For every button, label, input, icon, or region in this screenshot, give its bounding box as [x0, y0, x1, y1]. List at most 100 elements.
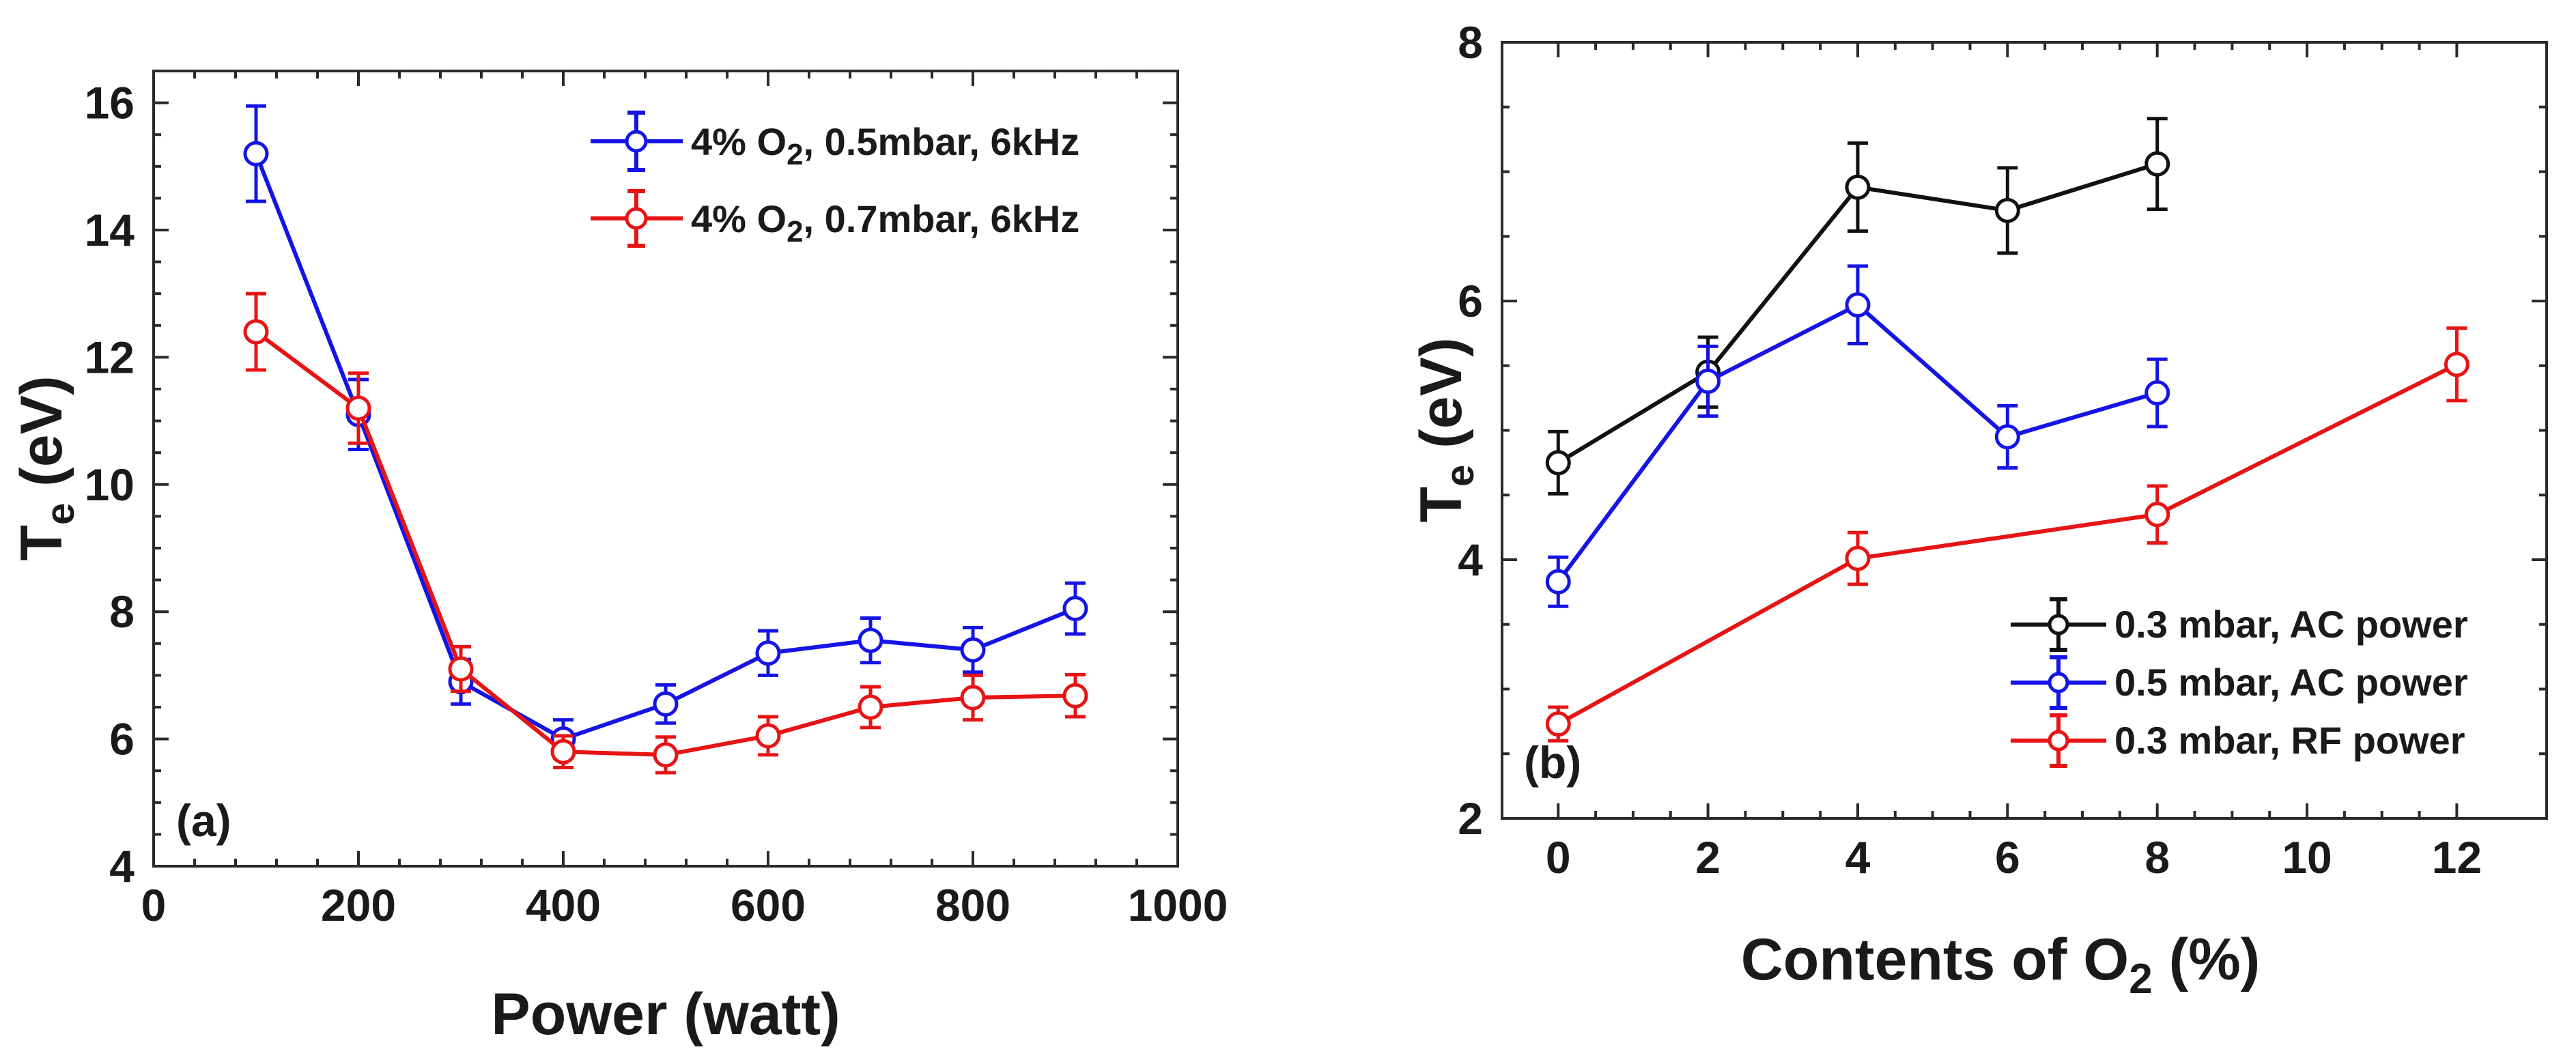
panel-a-y-tick-label: 12 [85, 332, 135, 382]
panel-b-x-tick-label: 6 [1995, 832, 2020, 883]
panel-a-legend-label-1-pre: 4% O [691, 120, 787, 163]
panel-b-x-tick-label: 2 [1695, 832, 1721, 883]
panel-b-data-point [2444, 352, 2469, 377]
panel-b-data-point [1994, 424, 2020, 450]
panel-a-legend-entry-1: 4% O2, 0.5mbar, 6kHz [591, 111, 1079, 172]
panel-a-series [243, 104, 1088, 775]
panel-b-series-1 [1545, 117, 2170, 496]
panel-b-data-point [1695, 368, 1721, 394]
panel-b-legend-entry-2: 0.5 mbar, AC power [2011, 655, 2468, 710]
panel-a-label: (a) [176, 795, 231, 846]
panel-a-legend-label-1-sub: 2 [787, 138, 803, 171]
panel-a-x-tick-label: 600 [731, 880, 806, 930]
panel-b-y-axis-title: Te (eV) [1409, 337, 1482, 522]
panel-b-data-point [1994, 197, 2020, 223]
panel-b-data-point [1845, 174, 1871, 200]
panel-b-data-point [2145, 151, 2170, 177]
panel-b-data-point [1545, 450, 1571, 476]
panel-a-legend-label-2-post: , 0.7mbar, 6kHz [804, 197, 1080, 240]
panel-b-y-tick-label: 4 [1458, 534, 1483, 585]
panel-a-y-tick-label: 10 [85, 459, 135, 510]
panel-b-legend-entry-1: 0.3 mbar, AC power [2011, 597, 2468, 652]
panel-b-x-tick-label: 10 [2282, 832, 2332, 883]
panel-a-data-point [858, 627, 883, 653]
panel-a-data-point [858, 694, 883, 720]
panel-b-x-tick-label: 8 [2145, 832, 2170, 883]
panel-b-data-point [1545, 711, 1571, 737]
panel-a-data-point [243, 319, 269, 345]
panel-a-y-tick-label: 8 [109, 586, 135, 637]
panel-b-data-point [1545, 569, 1571, 595]
panel-a-legend: 4% O2, 0.5mbar, 6kHz 4% O2, 0.7mbar, 6kH… [591, 111, 1079, 248]
panel-b-series-2 [1545, 264, 2170, 608]
panel-a-x-tick-label: 800 [935, 880, 1010, 930]
panel-a-data-point [653, 691, 679, 717]
panel-b-data-point [1845, 292, 1871, 318]
panel-b-legend-marker-1 [2048, 614, 2069, 635]
panel-a-plot-frame [152, 70, 1179, 868]
panel-b-x-axis-title-post: (%) [2153, 927, 2261, 992]
panel-b-y-tick-label: 2 [1458, 793, 1483, 844]
panel-a-legend-label-1: 4% O2, 0.5mbar, 6kHz [691, 120, 1079, 171]
panel-b-x-axis-title-pre: Contents of O [1741, 927, 2129, 992]
panel-a-y-tick-label: 16 [85, 78, 135, 128]
panel-b-legend-label-3: 0.3 mbar, RF power [2114, 719, 2465, 762]
panel-a-y-tick-label: 6 [109, 714, 135, 764]
panel-a-data-point [755, 640, 781, 666]
panel-b-legend-entry-3: 0.3 mbar, RF power [2011, 713, 2465, 768]
panel-b-y-axis-title-main: T [1409, 487, 1474, 523]
panel-a-y-axis-title-sub: e [38, 503, 83, 525]
panel-b-y-tick-label: 8 [1458, 17, 1483, 68]
panel-a-chart: 0 200 400 600 800 1000 4 6 8 10 12 14 16 Power (watt… [9, 70, 1228, 1047]
panel-b-data-point [2145, 380, 2170, 406]
panel-b-label: (b) [1524, 737, 1581, 788]
panel-b-data-point [1845, 545, 1871, 571]
panel-a-data-point [448, 656, 474, 682]
panel-a-legend-marker-2 [625, 207, 648, 230]
panel-a-legend-marker-1 [625, 130, 648, 153]
panel-a-ticks: 0 200 400 600 800 1000 4 6 8 10 12 14 16 [85, 71, 1228, 930]
panel-a-data-point [243, 141, 269, 167]
panel-a-data-point [755, 723, 781, 749]
panel-a-y-tick-label: 14 [85, 205, 135, 255]
panel-b-y-tick-label: 6 [1458, 276, 1483, 326]
panel-b-x-axis-title: Contents of O2 (%) [1741, 927, 2261, 1003]
panel-a-data-point [1062, 683, 1088, 709]
panel-a-legend-label-2: 4% O2, 0.7mbar, 6kHz [691, 197, 1079, 248]
panel-a-x-tick-label: 400 [526, 880, 601, 930]
panel-a-legend-label-1-post: , 0.5mbar, 6kHz [804, 120, 1080, 163]
panel-a-data-point [345, 395, 371, 421]
panel-a-x-tick-label: 200 [321, 880, 396, 930]
panel-b-series-3-line [1557, 362, 2458, 726]
panel-b-legend-marker-3 [2048, 730, 2069, 752]
panel-b-legend-label-1: 0.3 mbar, AC power [2114, 603, 2468, 646]
panel-a-x-tick-label: 0 [141, 880, 167, 930]
panel-a-y-axis-title-main: T [9, 525, 74, 561]
panel-b-x-tick-label: 4 [1845, 832, 1871, 883]
panel-b-y-axis-title-sub: e [1438, 465, 1482, 487]
panel-a-y-axis-title-unit: (eV) [9, 375, 74, 502]
panel-b-x-tick-label: 0 [1546, 832, 1571, 883]
panel-a-x-axis-title: Power (watt) [491, 982, 840, 1047]
panel-a-series-2 [243, 291, 1088, 775]
panel-a-data-point [960, 685, 986, 711]
panel-b-data-point [2145, 502, 2170, 528]
panel-b-series-3 [1545, 326, 2469, 743]
panel-a-data-point [653, 742, 679, 768]
panel-a-x-tick-label: 1000 [1128, 880, 1228, 930]
panel-a-data-point [1062, 596, 1088, 622]
panel-a-data-point [550, 739, 576, 764]
panel-a-legend-entry-2: 4% O2, 0.7mbar, 6kHz [591, 189, 1079, 248]
panel-b-series [1545, 117, 2469, 743]
panel-b-x-axis-title-sub: 2 [2129, 956, 2152, 1003]
panel-a-y-tick-label: 4 [109, 841, 135, 891]
panel-a-legend-label-2-pre: 4% O [691, 197, 787, 240]
panel-b-y-axis-title-unit: (eV) [1409, 337, 1474, 464]
panel-b-legend-label-2: 0.5 mbar, AC power [2114, 661, 2468, 704]
panel-a-legend-label-2-sub: 2 [787, 215, 803, 248]
panel-b-x-tick-label: 12 [2432, 832, 2482, 883]
panel-b-ticks: 0 2 4 6 8 10 12 2 4 6 8 [1458, 17, 2547, 883]
